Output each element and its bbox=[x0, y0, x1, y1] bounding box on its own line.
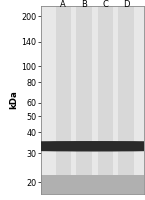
Bar bbox=[118, 6, 134, 194]
Bar bbox=[56, 6, 71, 194]
Text: A: A bbox=[60, 0, 66, 9]
Text: D: D bbox=[123, 0, 129, 9]
FancyBboxPatch shape bbox=[5, 141, 121, 151]
FancyBboxPatch shape bbox=[26, 141, 142, 151]
FancyBboxPatch shape bbox=[47, 141, 145, 151]
Y-axis label: kDa: kDa bbox=[10, 91, 19, 109]
Text: B: B bbox=[81, 0, 87, 9]
Bar bbox=[76, 6, 91, 194]
FancyBboxPatch shape bbox=[68, 141, 145, 151]
Text: C: C bbox=[103, 0, 108, 9]
Bar bbox=[41, 175, 144, 194]
Bar bbox=[98, 6, 113, 194]
